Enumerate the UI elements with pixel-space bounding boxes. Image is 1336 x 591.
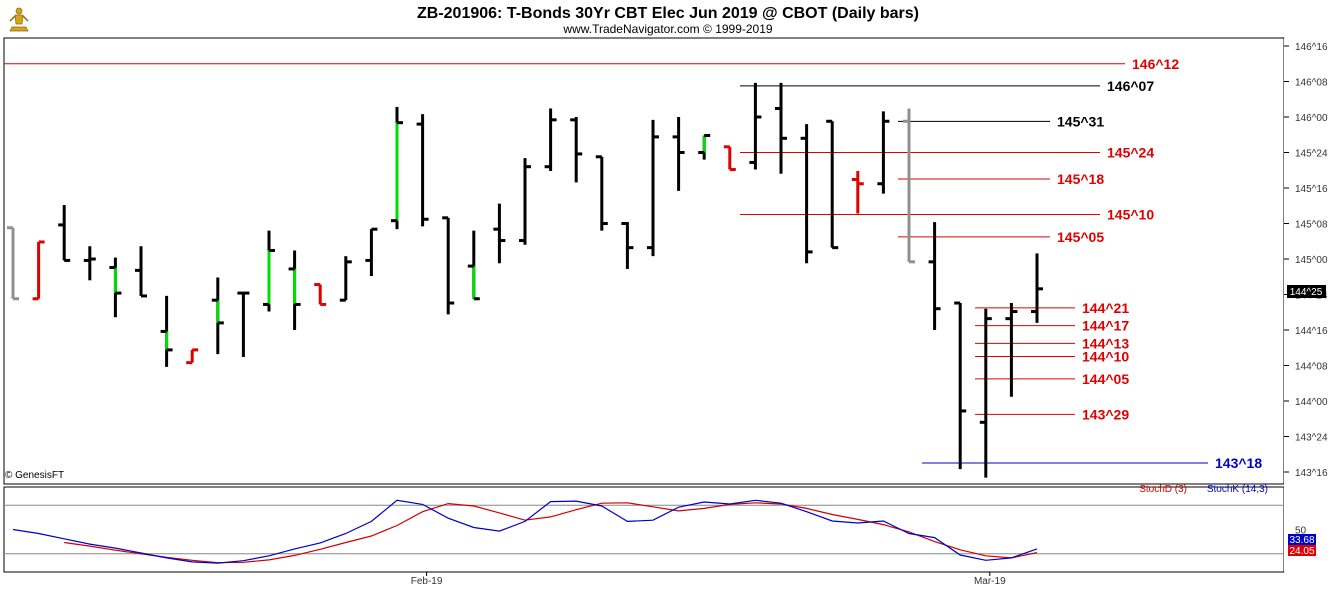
ohlc-bar — [467, 230, 480, 301]
price-tick-label: 145^16 — [1295, 184, 1328, 195]
ohlc-bar — [288, 250, 301, 330]
price-tick-label: 144^16 — [1295, 326, 1328, 337]
stoch-d-legend: StochD (3) — [1139, 484, 1187, 495]
ohlc-bar — [339, 256, 352, 302]
ohlc-bar — [877, 111, 890, 194]
stoch-d-badge — [1288, 545, 1316, 556]
level-label: 143^18 — [1215, 455, 1262, 471]
chart-subtitle: www.TradeNavigator.com © 1999-2019 — [562, 22, 772, 36]
ohlc-bar — [851, 170, 864, 214]
price-tick-label: 146^08 — [1295, 78, 1328, 89]
ohlc-bar — [800, 124, 813, 264]
ohlc-bar — [1005, 303, 1018, 397]
ohlc-bar — [647, 119, 659, 257]
ohlc-bar — [672, 117, 685, 191]
stoch-k-badge — [1288, 534, 1316, 545]
price-tick-label: 144^00 — [1295, 397, 1328, 408]
level-label: 144^21 — [1082, 300, 1129, 316]
level-label: 145^10 — [1107, 207, 1154, 223]
price-axis: 146^16 146^08 146^00 145^24 145^16 145^08 145^… — [1284, 42, 1328, 479]
ohlc-bar — [32, 240, 45, 301]
stoch-d-last: 24.05 — [1289, 546, 1314, 557]
ohlc-bars — [7, 82, 1043, 478]
ohlc-bar — [365, 227, 378, 277]
ohlc-bar — [314, 283, 327, 306]
ohlc-bar — [263, 230, 275, 312]
ohlc-bar — [903, 108, 915, 264]
price-tick-label: 146^00 — [1295, 113, 1328, 124]
ohlc-bar — [775, 82, 787, 174]
ohlc-bar — [544, 108, 557, 171]
level-label: 146^07 — [1107, 78, 1154, 94]
ohlc-bar — [186, 348, 199, 365]
price-panel-frame — [3, 37, 1285, 485]
ohlc-bar — [109, 257, 122, 318]
chart-title: ZB-201906: T-Bonds 30Yr CBT Elec Jun 201… — [417, 5, 919, 22]
ohlc-bar — [83, 246, 96, 281]
copyright-text: © GenesisFT — [5, 470, 64, 481]
level-label: 146^12 — [1132, 56, 1179, 72]
level-label: 144^17 — [1082, 318, 1129, 334]
ohlc-bar — [391, 107, 403, 230]
ohlc-bar — [58, 205, 71, 262]
ohlc-bar — [1031, 253, 1043, 323]
ohlc-bar — [442, 216, 455, 315]
stochastic-panel: 50 — [4, 499, 1307, 564]
ohlc-bar — [570, 117, 583, 183]
date-tick-label: Feb-19 — [411, 576, 443, 587]
price-tick-label: 145^08 — [1295, 220, 1328, 231]
ohlc-bar — [493, 203, 506, 264]
price-tick-label: 146^16 — [1295, 42, 1328, 53]
stoch-k-last: 33.68 — [1289, 535, 1314, 546]
ohlc-bar — [211, 277, 224, 355]
axis-strip — [1284, 38, 1335, 572]
last-price-label: 144^25 — [1290, 287, 1323, 298]
level-label: 144^13 — [1082, 335, 1129, 351]
ohlc-bar — [135, 246, 147, 298]
price-tick-label: 145^00 — [1295, 255, 1328, 266]
ohlc-bar — [723, 145, 736, 172]
date-axis: Feb-19 Mar-19 — [411, 572, 1006, 587]
stoch-tick-label: 50 — [1295, 526, 1307, 537]
price-tick-label: 145^24 — [1295, 149, 1328, 160]
ohlc-bar — [698, 133, 711, 160]
ohlc-bar — [7, 226, 19, 301]
ohlc-bar — [979, 308, 992, 478]
ohlc-bar — [237, 291, 250, 357]
price-tick-label: 143^16 — [1295, 468, 1328, 479]
level-label: 144^05 — [1082, 371, 1129, 387]
ohlc-bar — [826, 119, 839, 250]
ohlc-bar — [160, 295, 173, 367]
date-tick-label: Mar-19 — [974, 576, 1006, 587]
level-label: 145^31 — [1057, 113, 1104, 129]
ohlc-bar — [621, 222, 634, 269]
level-label: 145^24 — [1107, 145, 1154, 161]
ohlc-bar — [749, 82, 762, 170]
level-label: 144^10 — [1082, 349, 1129, 365]
trader-figure-logo-icon — [4, 2, 34, 35]
ohlc-bar — [519, 158, 531, 245]
level-label: 143^29 — [1082, 406, 1129, 422]
level-label: 145^05 — [1057, 229, 1104, 245]
ohlc-bar — [954, 301, 967, 470]
indicator-panel-frame — [3, 486, 1285, 573]
level-label: 145^18 — [1057, 171, 1104, 187]
ohlc-bar — [416, 114, 429, 227]
price-tick-label: 144^08 — [1295, 362, 1328, 373]
ohlc-bar — [928, 222, 941, 330]
stoch-k-line — [12, 499, 1038, 564]
price-tick-label: 143^24 — [1295, 433, 1328, 444]
ohlc-bar — [595, 155, 608, 231]
stoch-k-legend: StochK (14,3) — [1207, 484, 1268, 495]
last-price-badge — [1287, 285, 1326, 298]
